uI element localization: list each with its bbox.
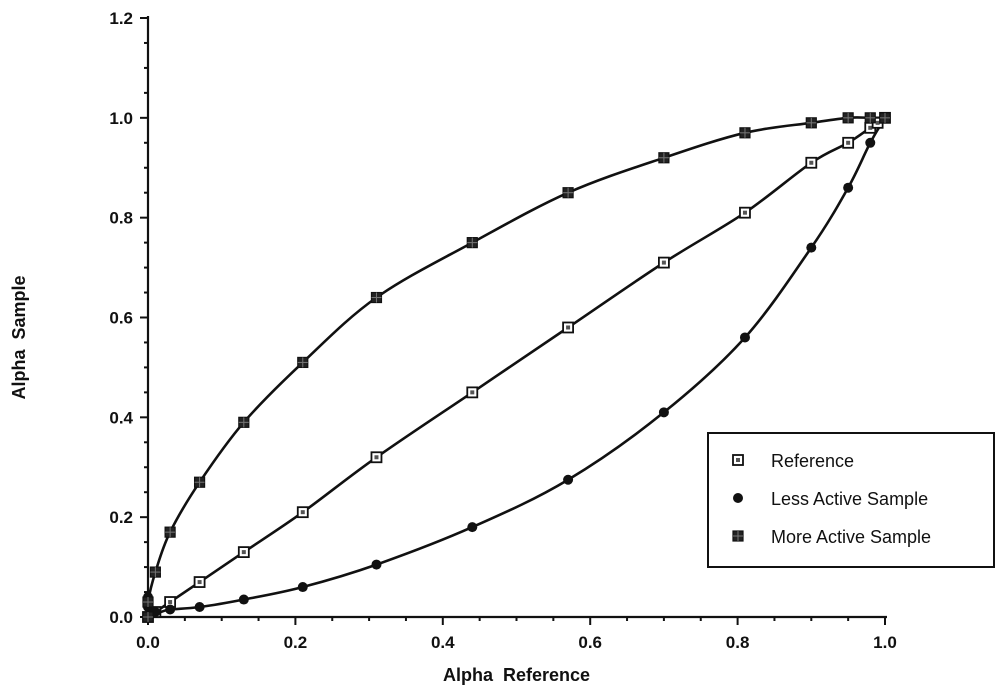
y-tick-label: 1.2	[109, 9, 133, 28]
reference-point	[805, 156, 818, 169]
reference-point	[658, 256, 670, 269]
reference-point	[237, 546, 250, 559]
legend-marker-open-square	[732, 454, 744, 466]
y-tick-label: 0.4	[109, 408, 133, 427]
x-tick-label: 1.0	[873, 633, 897, 652]
more-active-sample-point	[562, 187, 574, 199]
legend-entry-reference: Reference	[732, 451, 854, 471]
less-active-sample-point	[467, 522, 478, 533]
legend-entry-less-active-sample: Less Active Sample	[733, 489, 928, 509]
legend-marker-filled-square	[732, 530, 744, 542]
more-active-sample-point	[739, 127, 751, 139]
reference-point	[296, 506, 309, 519]
more-active-sample-point	[370, 291, 383, 304]
more-active-sample-curve	[146, 116, 885, 618]
legend-box	[707, 432, 995, 568]
markers	[142, 111, 891, 623]
reference-point	[466, 386, 479, 399]
less-active-sample-point	[563, 474, 574, 485]
legend-marker-symbol	[733, 493, 743, 503]
less-active-sample-point	[238, 594, 249, 605]
legend-label-more-active-sample: More Active Sample	[771, 527, 931, 547]
less-active-sample-point	[739, 332, 750, 343]
legend-entry-more-active-sample: More Active Sample	[732, 527, 931, 547]
more-active-sample-point	[879, 112, 891, 124]
reference-point	[562, 321, 574, 334]
more-active-sample-point	[238, 416, 250, 428]
legend-label-less-active-sample: Less Active Sample	[771, 489, 928, 509]
more-active-sample-point	[142, 611, 154, 623]
y-axis-label: Alpha Sample	[9, 275, 29, 399]
y-tick-label: 0.2	[109, 508, 133, 527]
y-tick-label: 0.0	[109, 608, 133, 627]
less-active-sample-point	[658, 407, 669, 418]
x-tick-label: 0.8	[726, 633, 750, 652]
ticks: 0.0 0.2 0.4 0.6 0.8 1.0 0.0 0.2 0.4 0.6 0.8 1.0 1.2	[109, 9, 896, 652]
reference-point	[370, 451, 383, 464]
less-active-sample-point	[806, 242, 817, 253]
less-active-sample-point	[165, 604, 176, 615]
legend-marker-symbol	[732, 454, 744, 466]
less-active-sample-point	[297, 582, 308, 593]
more-active-sample-point	[164, 526, 176, 538]
legend-label-reference: Reference	[771, 451, 854, 471]
less-active-sample-point	[865, 137, 876, 148]
more-active-sample-point	[142, 596, 154, 608]
x-tick-label: 0.4	[431, 633, 455, 652]
y-tick-label: 1.0	[109, 109, 133, 128]
more-active-sample-point	[297, 356, 309, 369]
x-axis-label: Alpha Reference	[443, 665, 590, 685]
legend: Reference Less Active Sample More Active…	[707, 432, 995, 568]
legend-marker-filled-circle	[733, 493, 743, 503]
more-active-sample-point	[842, 112, 854, 124]
y-tick-label: 0.6	[109, 309, 133, 328]
x-tick-label: 0.0	[136, 633, 160, 652]
legend-marker-symbol	[732, 530, 744, 542]
more-active-sample-point	[149, 566, 161, 578]
reference-point	[842, 136, 855, 149]
more-active-sample-point	[658, 152, 670, 164]
less-active-sample-point	[843, 182, 854, 193]
more-active-sample-point	[193, 476, 206, 488]
less-active-sample-point	[371, 559, 382, 570]
x-tick-label: 0.2	[284, 633, 308, 652]
y-tick-label: 0.8	[109, 209, 133, 228]
more-active-sample-point	[864, 112, 876, 124]
less-active-sample-point	[194, 602, 205, 613]
reference-point	[193, 576, 206, 588]
more-active-sample-point	[466, 237, 478, 249]
reference-point	[739, 206, 751, 219]
more-active-sample-point	[805, 117, 817, 129]
x-tick-label: 0.6	[578, 633, 602, 652]
